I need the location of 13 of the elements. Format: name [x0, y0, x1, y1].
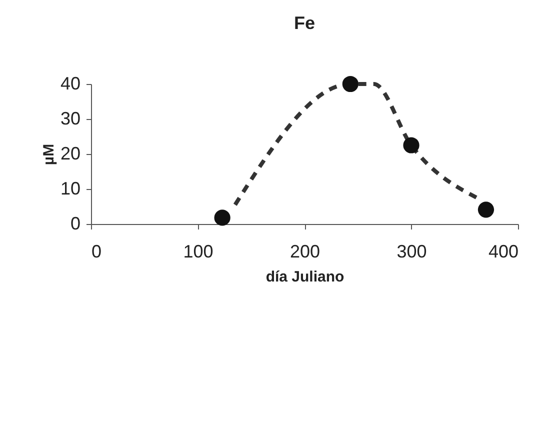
x-tick-label: 0	[92, 242, 102, 262]
y-tick-label: 40	[60, 74, 80, 94]
x-tick-label: 400	[488, 242, 518, 262]
y-tick-label: 20	[60, 144, 80, 164]
x-axis-title: día Juliano	[266, 268, 344, 286]
y-axis-title: µM	[40, 144, 58, 166]
chart-title: Fe	[294, 13, 316, 33]
x-tick-label: 200	[290, 242, 320, 262]
x-tick-label: 300	[396, 242, 427, 262]
y-tick-label: 10	[60, 178, 80, 198]
y-tick-label: 0	[70, 214, 80, 234]
y-tick-label: 30	[60, 108, 80, 128]
x-tick-label: 100	[183, 242, 214, 262]
